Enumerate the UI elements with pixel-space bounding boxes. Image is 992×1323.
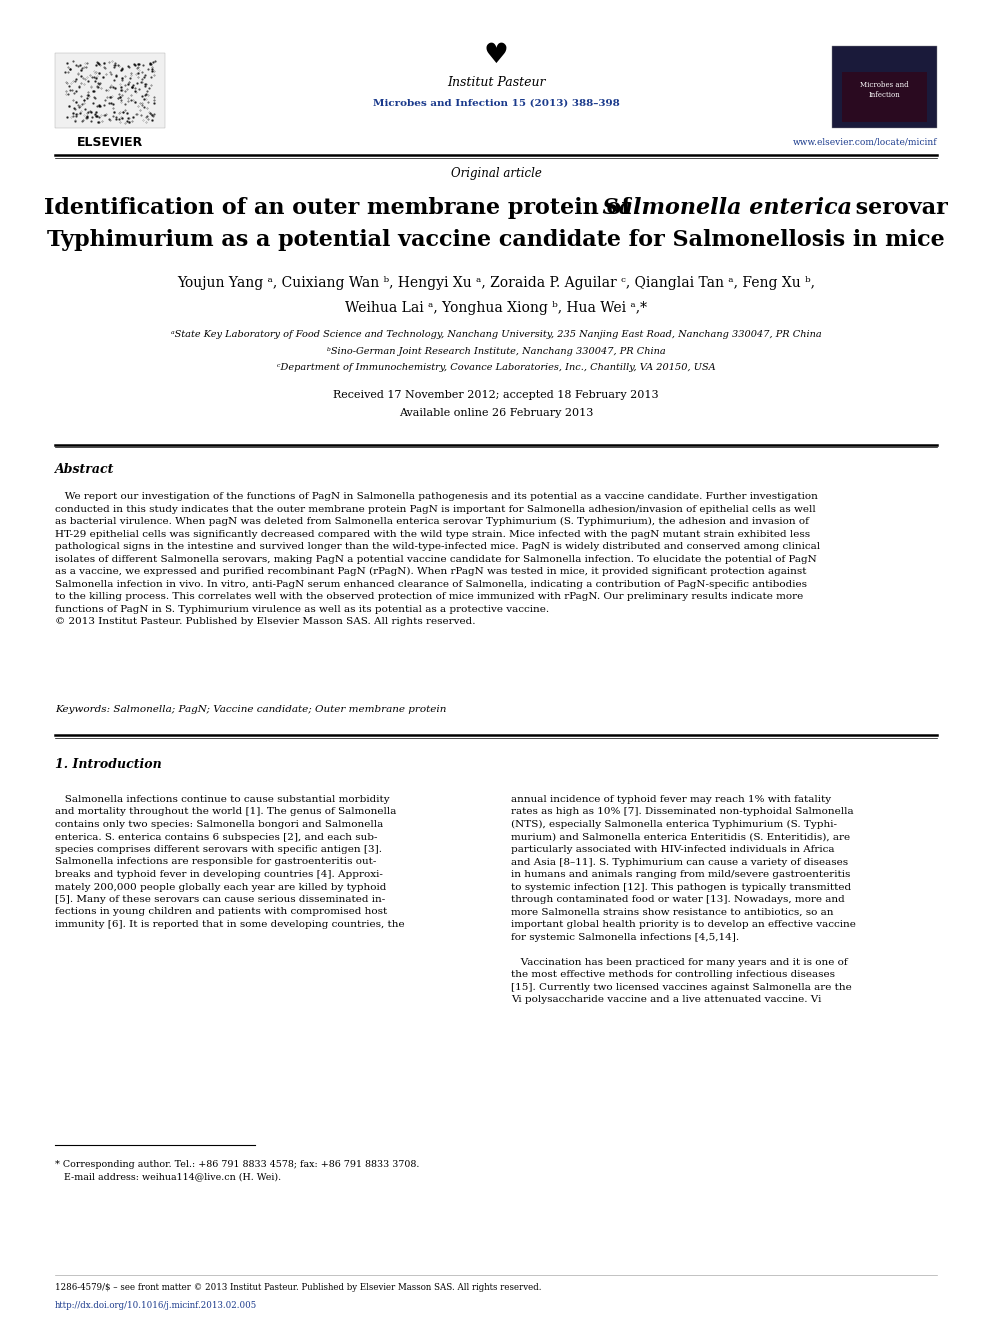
Text: Identification of an outer membrane protein of                             serov: Identification of an outer membrane prot… <box>44 197 948 220</box>
Text: 1. Introduction: 1. Introduction <box>55 758 162 771</box>
Text: Received 17 November 2012; accepted 18 February 2013: Received 17 November 2012; accepted 18 F… <box>333 390 659 400</box>
Bar <box>55 53 165 128</box>
Text: Available online 26 February 2013: Available online 26 February 2013 <box>399 407 593 418</box>
Text: Keywords: Salmonella; PagN; Vaccine candidate; Outer membrane protein: Keywords: Salmonella; PagN; Vaccine cand… <box>55 705 446 714</box>
Text: Typhimurium as a potential vaccine candidate for Salmonellosis in mice: Typhimurium as a potential vaccine candi… <box>48 229 944 251</box>
Text: ♥: ♥ <box>483 41 509 69</box>
Text: ELSEVIER: ELSEVIER <box>76 135 143 148</box>
Text: Weihua Lai ᵃ, Yonghua Xiong ᵇ, Hua Wei ᵃ,*: Weihua Lai ᵃ, Yonghua Xiong ᵇ, Hua Wei ᵃ… <box>345 302 647 315</box>
Text: We report our investigation of the functions of PagN in Salmonella pathogenesis : We report our investigation of the funct… <box>55 492 820 626</box>
Text: annual incidence of typhoid fever may reach 1% with fatality
rates as high as 10: annual incidence of typhoid fever may re… <box>511 795 856 1004</box>
Bar <box>832 46 937 128</box>
Text: 1286-4579/$ – see front matter © 2013 Institut Pasteur. Published by Elsevier Ma: 1286-4579/$ – see front matter © 2013 In… <box>55 1283 542 1293</box>
Text: ᵃState Key Laboratory of Food Science and Technology, Nanchang University, 235 N: ᵃState Key Laboratory of Food Science an… <box>171 331 821 340</box>
Text: Salmonella enterica: Salmonella enterica <box>141 197 851 220</box>
Text: * Corresponding author. Tel.: +86 791 8833 4578; fax: +86 791 8833 3708.
   E-ma: * Corresponding author. Tel.: +86 791 88… <box>55 1160 420 1181</box>
Text: Microbes and Infection 15 (2013) 388–398: Microbes and Infection 15 (2013) 388–398 <box>373 98 619 107</box>
Text: Original article: Original article <box>450 167 542 180</box>
Text: Institut Pasteur: Institut Pasteur <box>446 75 546 89</box>
Text: Microbes and
Infection: Microbes and Infection <box>860 81 909 99</box>
Text: www.elsevier.com/locate/micinf: www.elsevier.com/locate/micinf <box>793 138 937 147</box>
Bar <box>842 71 927 122</box>
Text: http://dx.doi.org/10.1016/j.micinf.2013.02.005: http://dx.doi.org/10.1016/j.micinf.2013.… <box>55 1301 257 1310</box>
Text: ᵇSino-German Joint Research Institute, Nanchang 330047, PR China: ᵇSino-German Joint Research Institute, N… <box>326 348 666 356</box>
Text: ᶜDepartment of Immunochemistry, Covance Laboratories, Inc., Chantilly, VA 20150,: ᶜDepartment of Immunochemistry, Covance … <box>277 364 715 373</box>
Text: Salmonella infections continue to cause substantial morbidity
and mortality thro: Salmonella infections continue to cause … <box>55 795 405 929</box>
Text: Youjun Yang ᵃ, Cuixiang Wan ᵇ, Hengyi Xu ᵃ, Zoraida P. Aguilar ᶜ, Qianglai Tan ᵃ: Youjun Yang ᵃ, Cuixiang Wan ᵇ, Hengyi Xu… <box>177 277 815 290</box>
Text: Abstract: Abstract <box>55 463 114 476</box>
